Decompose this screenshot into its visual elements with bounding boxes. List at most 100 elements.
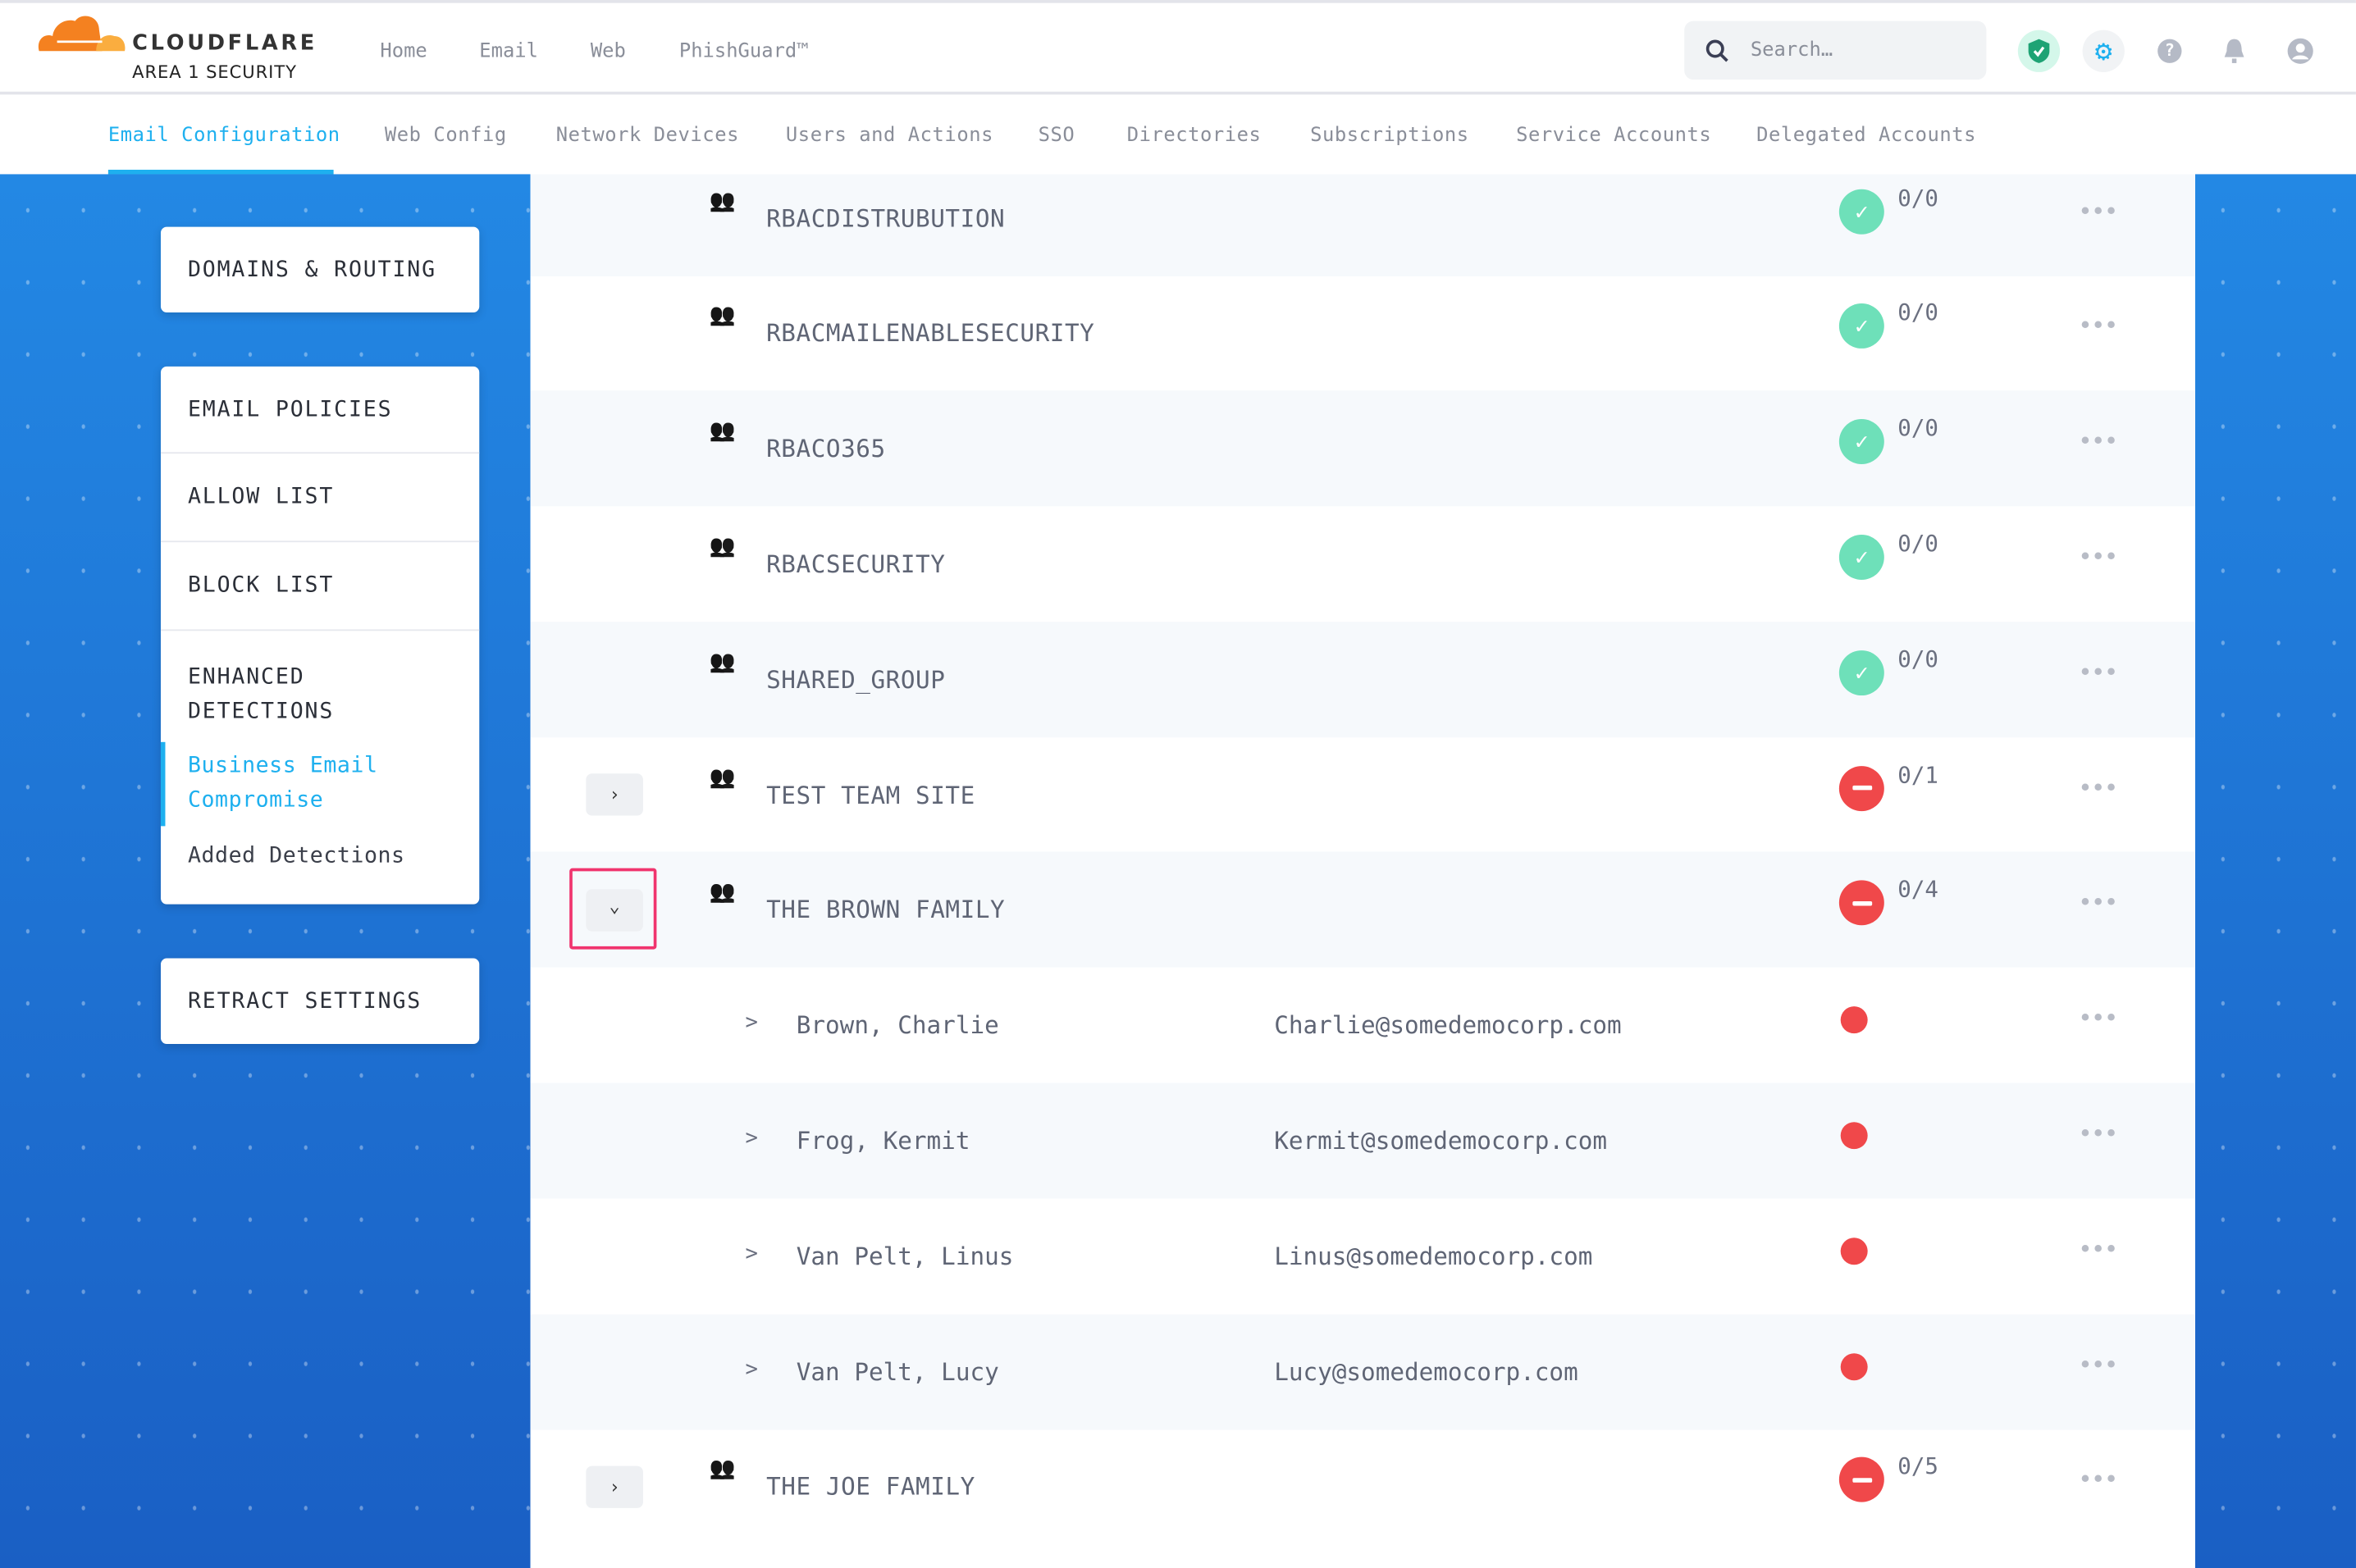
bell-icon[interactable]	[2213, 30, 2255, 72]
user-icon[interactable]	[2280, 30, 2322, 72]
member-row[interactable]: > Brown, Charlie Charlie@somedemocorp.com •…	[531, 968, 2195, 1083]
search-icon	[1705, 39, 1728, 62]
more-options-icon[interactable]: •••	[2078, 196, 2118, 225]
member-email: Charlie@somedemocorp.com	[1274, 1010, 1622, 1040]
group-name[interactable]: TEST TEAM SITE	[766, 780, 975, 809]
more-options-icon[interactable]: •••	[2078, 1003, 2118, 1032]
group-name[interactable]: THE BROWN FAMILY	[766, 896, 1006, 924]
status-error-icon	[1838, 880, 1884, 926]
group-name[interactable]: RBACDISTRUBUTION	[766, 203, 1006, 232]
group-icon: 👥	[709, 303, 736, 328]
member-email: Linus@somedemocorp.com	[1274, 1242, 1593, 1270]
tab-sso[interactable]: SSO	[1038, 125, 1075, 148]
more-options-icon[interactable]: •••	[2078, 888, 2118, 917]
shield-check-icon[interactable]	[2017, 30, 2061, 72]
help-icon[interactable]: ?	[2148, 30, 2190, 72]
tab-web-config[interactable]: Web Config	[384, 125, 507, 148]
group-name[interactable]: RBACSECURITY	[766, 549, 946, 578]
expand-button[interactable]: ›	[586, 1465, 643, 1508]
status-ok-icon: ✓	[1838, 303, 1884, 349]
tab-delegated-accounts[interactable]: Delegated Accounts	[1756, 125, 1977, 148]
sidebar-item-block-list[interactable]: BLOCK LIST	[160, 542, 480, 631]
expand-button[interactable]: ›	[586, 773, 643, 816]
chevron-right-icon[interactable]: >	[745, 1356, 758, 1382]
status-ok-icon: ✓	[1838, 188, 1884, 234]
group-row[interactable]: 👥 RBACSECURITY ✓ 0/0 •••	[531, 506, 2195, 622]
status-error-icon	[1838, 765, 1884, 811]
group-name[interactable]: THE JOE FAMILY	[766, 1472, 975, 1502]
member-name: Frog, Kermit	[796, 1126, 970, 1155]
collapse-button[interactable]: ⌄	[586, 888, 643, 932]
sidebar-item-retract-settings[interactable]: RETRACT SETTINGS	[187, 989, 422, 1014]
member-count: 0/1	[1897, 760, 1938, 788]
nav-email[interactable]: Email	[479, 40, 538, 63]
more-options-icon[interactable]: •••	[2078, 773, 2118, 802]
group-icon: 👥	[709, 419, 736, 444]
group-row[interactable]: 👥 SHARED_GROUP ✓ 0/0 •••	[530, 621, 2195, 737]
more-options-icon[interactable]: •••	[2078, 1349, 2118, 1379]
nav-phishguard[interactable]: PhishGuard™	[678, 40, 809, 63]
sidebar-item-enhanced-detections[interactable]: ENHANCED DETECTIONS	[187, 665, 335, 724]
nav-web[interactable]: Web	[590, 40, 626, 63]
group-name[interactable]: SHARED_GROUP	[766, 664, 946, 694]
chevron-right-icon[interactable]: >	[745, 1242, 758, 1266]
chevron-right-icon[interactable]: >	[745, 1010, 758, 1036]
more-options-icon[interactable]: •••	[2078, 311, 2118, 340]
group-row[interactable]: 👥 RBACMAILENABLESECURITY ✓ 0/0 •••	[531, 276, 2195, 391]
search-placeholder: Search…	[1750, 39, 1833, 62]
active-tab-indicator	[107, 169, 334, 175]
group-row[interactable]: 👥 RBACO365 ✓ 0/0 •••	[530, 390, 2195, 507]
tab-subscriptions[interactable]: Subscriptions	[1310, 125, 1469, 148]
search-input[interactable]: Search…	[1684, 21, 1987, 80]
tab-users-and-actions[interactable]: Users and Actions	[785, 125, 993, 148]
config-tabs: Email Configuration Web Config Network D…	[0, 94, 2356, 175]
more-options-icon[interactable]: •••	[2078, 542, 2118, 571]
more-options-icon[interactable]: •••	[2078, 1465, 2118, 1494]
member-count: 0/5	[1897, 1452, 1938, 1480]
brand-subtitle: AREA 1 SECURITY	[132, 62, 297, 83]
highlight-box	[569, 868, 657, 950]
group-row[interactable]: › 👥 THE JOE FAMILY 0/5 •••	[531, 1429, 2195, 1544]
group-icon: 👥	[709, 650, 736, 674]
chevron-right-icon: ›	[609, 1476, 620, 1497]
group-row[interactable]: 👥 RBACDISTRUBUTION ✓ 0/0 •••	[530, 174, 2195, 276]
tab-directories[interactable]: Directories	[1126, 125, 1262, 148]
groups-table: 👥 RBACDISTRUBUTION ✓ 0/0 ••• 👥 RBACMAILENABLES…	[530, 174, 2195, 1568]
status-error-dot	[1840, 1237, 1868, 1265]
sidebar-item-allow-list[interactable]: ALLOW LIST	[160, 454, 480, 543]
member-name: Van Pelt, Lucy	[796, 1356, 999, 1386]
member-row[interactable]: > Van Pelt, Lucy Lucy@somedemocorp.com •••	[530, 1313, 2195, 1429]
status-error-dot	[1840, 1122, 1868, 1149]
group-icon: 👥	[709, 1457, 736, 1482]
nav-home[interactable]: Home	[380, 40, 427, 63]
chevron-right-icon[interactable]: >	[745, 1126, 758, 1151]
sidebar-item-added-detections[interactable]: Added Detections	[187, 844, 405, 868]
group-name[interactable]: RBACO365	[766, 434, 886, 463]
member-count: 0/0	[1897, 645, 1938, 672]
more-options-icon[interactable]: •••	[2078, 657, 2118, 686]
sidebar-item-business-email-compromise[interactable]: Business Email Compromise	[160, 741, 479, 827]
member-row[interactable]: > Van Pelt, Linus Linus@somedemocorp.com ••…	[531, 1198, 2195, 1314]
more-options-icon[interactable]: •••	[2078, 1234, 2118, 1263]
sidebar-card-policies: EMAIL POLICIES ALLOW LIST BLOCK LIST ENH…	[160, 366, 480, 905]
sidebar-card-retract: RETRACT SETTINGS	[160, 958, 480, 1044]
more-options-icon[interactable]: •••	[2078, 426, 2118, 456]
status-error-icon	[1838, 1457, 1884, 1503]
gear-icon[interactable]: ⚙	[2082, 30, 2125, 72]
group-name[interactable]: RBACMAILENABLESECURITY	[766, 318, 1095, 348]
more-options-icon[interactable]: •••	[2078, 1119, 2118, 1148]
group-icon: 👥	[709, 880, 736, 905]
group-row[interactable]: ⌄ 👥 THE BROWN FAMILY 0/4 •••	[530, 852, 2195, 969]
status-ok-icon: ✓	[1838, 534, 1884, 580]
tab-email-configuration[interactable]: Email Configuration	[107, 125, 340, 148]
tab-network-devices[interactable]: Network Devices	[555, 125, 739, 148]
chevron-right-icon: ›	[609, 784, 620, 805]
sidebar-item-domains-routing[interactable]: DOMAINS & ROUTING	[187, 258, 436, 282]
chevron-down-icon: ⌄	[609, 895, 620, 916]
sidebar-item-email-policies[interactable]: EMAIL POLICIES	[160, 367, 480, 454]
group-icon: 👥	[709, 765, 736, 790]
member-row[interactable]: > Frog, Kermit Kermit@somedemocorp.com •••	[530, 1083, 2195, 1199]
tab-service-accounts[interactable]: Service Accounts	[1516, 125, 1712, 148]
group-row[interactable]: › 👥 TEST TEAM SITE 0/1 •••	[531, 736, 2195, 852]
